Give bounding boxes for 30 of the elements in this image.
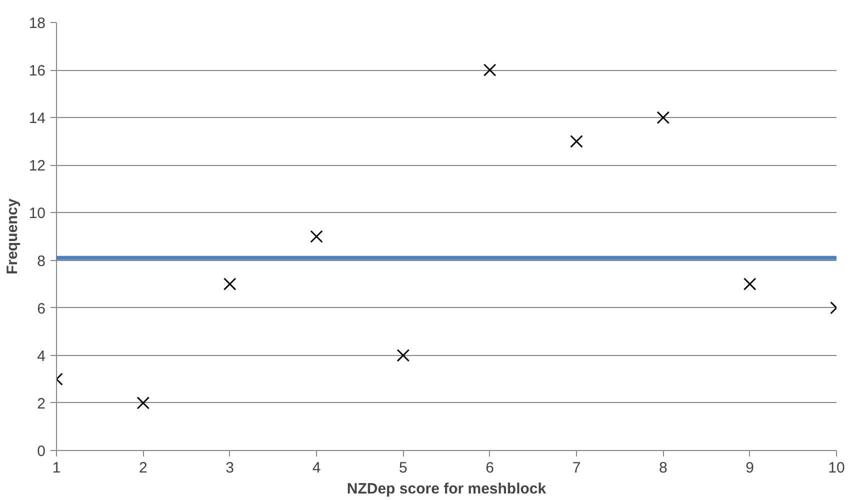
point	[396, 348, 410, 362]
x-tick-label: 9	[746, 460, 754, 476]
y-tick-label: 0	[37, 443, 46, 460]
y-tick-label: 8	[37, 252, 46, 270]
y-tick-label: 10	[28, 205, 46, 222]
point	[570, 134, 583, 148]
y-tick-label: 16	[28, 62, 46, 80]
y-axis-title: Frequency	[4, 198, 21, 274]
x-tick-label: 10	[828, 460, 845, 476]
point	[223, 278, 236, 290]
x-tick-label: 8	[658, 460, 668, 476]
point	[656, 111, 670, 124]
x-tick-label: 3	[226, 460, 234, 476]
y-tick-label: 14	[28, 110, 46, 128]
y-tick-label: 18	[28, 15, 46, 32]
x-tick-label: 6	[486, 460, 494, 476]
y-tick-label: 12	[28, 158, 46, 175]
x-tick-label: 2	[138, 460, 148, 476]
y-tick-label: 2	[37, 395, 46, 412]
x-axis-title: NZDep score for meshblock	[346, 480, 547, 498]
y-tick-label: 6	[37, 300, 46, 318]
y-tick-label: 4	[37, 348, 46, 365]
x-tick-label: 4	[312, 460, 321, 476]
x-tick-label: 5	[398, 460, 408, 476]
point	[483, 64, 496, 76]
x-tick-label: 7	[572, 460, 581, 476]
point	[743, 278, 756, 290]
point	[136, 396, 150, 410]
point	[310, 230, 323, 243]
x-tick-label: 1	[52, 460, 61, 476]
